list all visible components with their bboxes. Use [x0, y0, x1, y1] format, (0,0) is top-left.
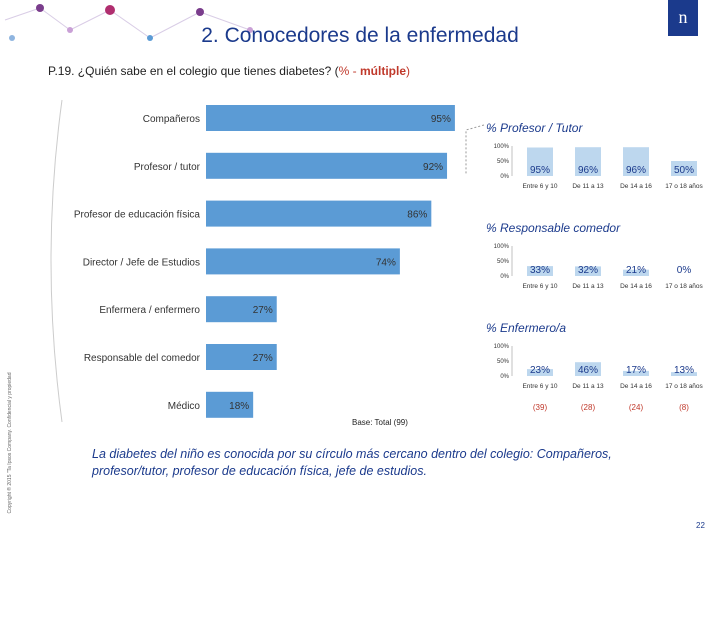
small-value-label: 96%	[578, 165, 598, 176]
bar-3	[206, 200, 432, 227]
page-number: 22	[696, 521, 705, 530]
small-bar	[527, 266, 553, 276]
small-category-label: Entre 6 y 10	[522, 283, 557, 290]
small-value-label: 33%	[530, 265, 550, 276]
small-value-label: 95%	[530, 165, 550, 176]
small-bar	[575, 362, 601, 376]
network-decoration	[4, 4, 253, 41]
y-tick-label: 100%	[494, 144, 510, 150]
small-value-label: 96%	[626, 165, 646, 176]
bar-1	[206, 105, 455, 131]
small-category-label: 17 o 18 años	[665, 183, 703, 190]
base-count-label: (24)	[629, 403, 644, 412]
connector-arrow	[465, 124, 485, 175]
value-label: 27%	[253, 305, 273, 316]
small-value-label: 46%	[578, 365, 598, 376]
base-count-label: (39)	[533, 403, 548, 412]
small-chart-title: % Enfermero/a	[486, 321, 566, 335]
small-category-label: De 11 a 13	[572, 183, 604, 190]
conclusion-text: La diabetes del niño es conocida por su …	[92, 447, 612, 478]
small-category-label: De 11 a 13	[572, 283, 604, 290]
category-label: Profesor / tutor	[134, 162, 201, 173]
question-prefix: P.19. ¿Quién sabe en el colegio que tien…	[48, 64, 339, 78]
small-category-label: De 14 a 16	[620, 283, 652, 290]
brand-logo: n	[668, 0, 698, 36]
question-multiple: múltiple	[360, 64, 407, 78]
small-value-label: 13%	[674, 365, 694, 376]
small-chart-title: % Profesor / Tutor	[486, 121, 583, 135]
page-title: 2. Conocedores de la enfermedad	[201, 24, 519, 47]
small-value-label: 23%	[530, 365, 550, 376]
category-label: Profesor de educación física	[74, 210, 201, 221]
small-bar	[623, 370, 649, 376]
small-chart-profesor: % Profesor / Tutor 100% 50% 0% 95% Entre 6 y …	[486, 121, 704, 190]
bar-6	[206, 344, 277, 370]
value-label: 92%	[423, 162, 443, 173]
category-label: Responsable del comedor	[84, 353, 201, 364]
category-label: Compañeros	[143, 114, 200, 125]
category-label: Enfermera / enfermero	[99, 305, 200, 316]
chart-bracket	[50, 99, 63, 423]
value-label: 95%	[431, 114, 451, 125]
bar-5	[206, 296, 277, 323]
bar-4	[206, 248, 400, 275]
y-tick-label: 0%	[500, 374, 509, 380]
base-label: Base: Total (99)	[352, 418, 408, 427]
small-value-label: 17%	[626, 365, 646, 376]
small-chart-title: % Responsable comedor	[486, 221, 621, 235]
y-tick-label: 100%	[494, 244, 510, 250]
small-category-label: De 11 a 13	[572, 383, 604, 390]
question-suffix: )	[406, 64, 411, 78]
value-label: 18%	[229, 401, 249, 412]
small-chart-enfermero: % Enfermero/a 100% 50% 0% 23% Entre 6 y 10 (39…	[486, 321, 704, 412]
small-category-label: 17 o 18 años	[665, 383, 703, 390]
small-bar	[527, 147, 553, 176]
small-category-label: Entre 6 y 10	[522, 383, 557, 390]
small-bar	[527, 369, 553, 376]
small-bar	[575, 266, 601, 276]
y-tick-label: 0%	[500, 174, 509, 180]
main-bar-chart: Compañeros 95% Profesor / tutor 92% Profesor…	[50, 99, 455, 423]
bar-2	[206, 152, 448, 179]
small-bar	[575, 147, 601, 176]
y-tick-label: 50%	[497, 159, 510, 165]
category-label: Médico	[168, 401, 201, 412]
small-chart-comedor: % Responsable comedor 100% 50% 0% 33% Entre 6…	[486, 221, 704, 290]
y-tick-label: 0%	[500, 274, 509, 280]
small-value-label: 50%	[674, 165, 694, 176]
question-text: P.19. ¿Quién sabe en el colegio que tien…	[48, 64, 410, 78]
small-category-label: 17 o 18 años	[665, 283, 703, 290]
small-category-label: Entre 6 y 10	[522, 183, 557, 190]
small-category-label: De 14 a 16	[620, 383, 652, 390]
small-bar	[671, 372, 697, 376]
base-count-label: (8)	[679, 403, 689, 412]
small-bar	[671, 161, 697, 176]
copyright-text: Copyright ® 2015 "Ta Ipsos Company. Conf…	[7, 372, 13, 514]
y-tick-label: 50%	[497, 259, 510, 265]
value-label: 27%	[253, 353, 273, 364]
question-pct: % -	[338, 64, 357, 78]
small-bar	[623, 147, 649, 176]
value-label: 74%	[376, 257, 396, 268]
y-tick-label: 100%	[494, 344, 510, 350]
small-category-label: De 14 a 16	[620, 183, 652, 190]
value-label: 86%	[407, 210, 427, 221]
small-bar	[623, 269, 649, 276]
base-count-label: (28)	[581, 403, 596, 412]
y-tick-label: 50%	[497, 359, 510, 365]
bar-7	[206, 391, 254, 418]
small-value-label: 32%	[578, 265, 598, 276]
small-value-label: 21%	[626, 265, 646, 276]
category-label: Director / Jefe de Estudios	[83, 257, 200, 268]
small-value-label: 0%	[677, 265, 692, 276]
